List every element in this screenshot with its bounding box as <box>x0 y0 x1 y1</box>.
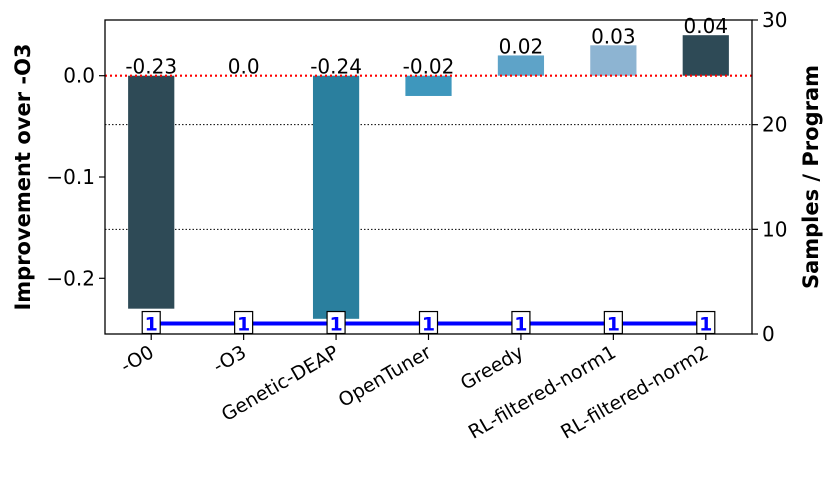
value-label-1: 0.0 <box>228 55 260 79</box>
y2-tick-label-1: 10 <box>762 217 787 241</box>
bars-group <box>128 35 729 319</box>
value-label-2: -0.24 <box>310 55 362 79</box>
x-tick-label-3: OpenTuner <box>335 341 435 412</box>
samples-label-3: 1 <box>422 314 435 336</box>
x-tick-label-4: Greedy <box>457 341 528 394</box>
secondary-gridlines <box>105 124 752 230</box>
y-tick-label-2: −0.2 <box>46 266 95 290</box>
bar-0 <box>128 75 175 309</box>
bar-4 <box>497 55 545 76</box>
x-tick-label-0: -O0 <box>117 341 158 377</box>
value-label-6: 0.04 <box>684 14 729 38</box>
secondary-y-axis-label: Samples / Program <box>799 65 823 289</box>
bar-2 <box>312 75 360 319</box>
y2-tick-label-2: 20 <box>762 113 787 137</box>
value-label-5: 0.03 <box>591 24 636 48</box>
y-axis-label: Improvement over -O3 <box>11 43 35 310</box>
left-axis-ticks: 0.0 −0.1 −0.2 <box>46 64 105 290</box>
bar-6 <box>682 35 729 76</box>
y-tick-label-0: 0.0 <box>63 64 95 88</box>
value-label-0: -0.23 <box>125 55 177 79</box>
value-labels-group: -0.23 0.0 -0.24 -0.02 0.02 0.03 0.04 <box>125 14 728 79</box>
samples-label-6: 1 <box>699 314 712 336</box>
y-tick-label-1: −0.1 <box>46 165 95 189</box>
samples-label-0: 1 <box>145 314 158 336</box>
samples-label-5: 1 <box>607 314 620 336</box>
bar-5 <box>590 45 637 76</box>
right-axis-ticks: 0 10 20 30 <box>752 8 787 346</box>
samples-series-group: 1 1 1 1 1 1 1 <box>141 310 716 336</box>
samples-label-2: 1 <box>329 314 342 336</box>
samples-label-1: 1 <box>237 314 250 336</box>
x-tick-label-1: -O3 <box>209 341 250 377</box>
bar-3 <box>405 75 452 96</box>
value-label-3: -0.02 <box>403 55 455 79</box>
y2-tick-label-0: 0 <box>762 322 775 346</box>
samples-label-4: 1 <box>514 314 527 336</box>
value-label-4: 0.02 <box>499 34 544 58</box>
y2-tick-label-3: 30 <box>762 8 787 32</box>
